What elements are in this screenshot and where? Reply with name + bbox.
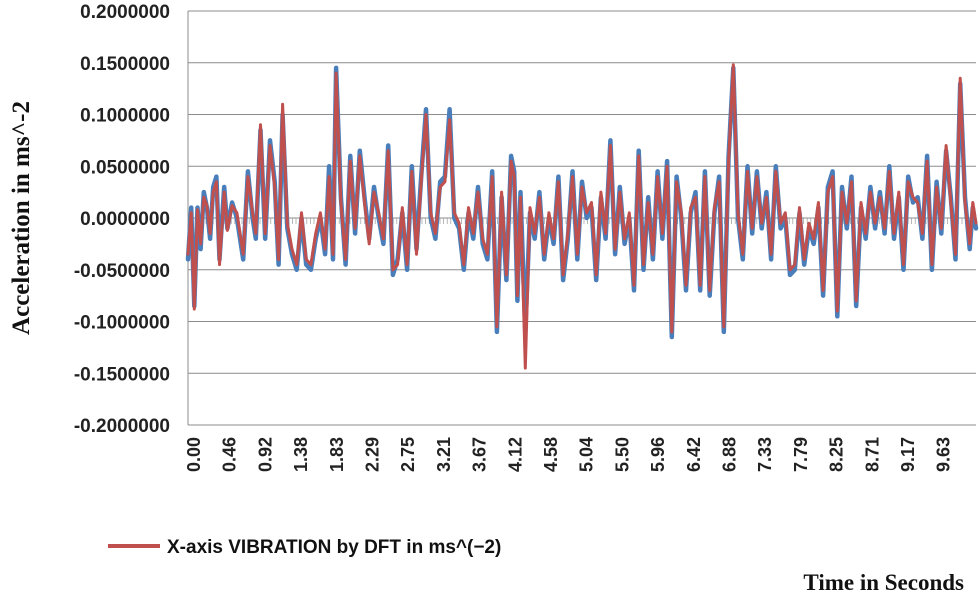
series-lines	[185, 63, 979, 370]
series-dft-line	[186, 63, 978, 370]
x-tick-label: 1.83	[327, 437, 347, 472]
x-tick-label: 9.63	[934, 437, 954, 472]
x-tick-label: 0.46	[220, 437, 240, 472]
x-tick-label: 5.04	[577, 437, 597, 472]
x-tick-label: 4.58	[541, 437, 561, 472]
x-tick-label: 6.88	[720, 437, 740, 472]
x-tick-label: 0.00	[184, 437, 204, 472]
y-tick-label: -0.0500000	[74, 261, 170, 282]
y-axis-label: Acceleration in ms^-2	[8, 101, 35, 335]
x-tick-label: 3.67	[470, 437, 490, 472]
y-tick-label: 0.1500000	[80, 54, 170, 75]
x-tick-label: 9.17	[898, 437, 918, 472]
x-tick-label: 6.42	[684, 437, 704, 472]
x-tick-label: 2.29	[363, 437, 383, 472]
y-tick-label: -0.1500000	[74, 364, 170, 385]
legend-label: X-axis VIBRATION by DFT in ms^(−2)	[167, 537, 501, 558]
x-axis-label: Time in Seconds	[803, 570, 964, 594]
legend: X-axis VIBRATION by DFT in ms^(−2)	[108, 537, 501, 558]
x-tick-label: 7.33	[755, 437, 775, 472]
x-tick-label: 3.21	[434, 437, 454, 472]
x-tick-label: 5.50	[612, 437, 632, 472]
y-tick-label: -0.1000000	[74, 313, 170, 334]
x-tick-label: 7.79	[791, 437, 811, 472]
y-tick-label: 0.2000000	[80, 2, 170, 23]
y-tick-label: 0.1000000	[80, 106, 170, 127]
x-tick-label: 8.25	[827, 437, 847, 472]
x-tick-label: 1.38	[291, 437, 311, 472]
x-tick-label: 2.75	[398, 437, 418, 472]
y-tick-label: 0.0500000	[80, 157, 170, 178]
x-tick-label: 4.12	[505, 437, 525, 472]
x-tick-labels: 0.00 0.46 0.92 1.38 1.83 2.29 2.75 3.21 3.67 4.12…	[184, 437, 954, 472]
y-tick-label: 0.0000000	[80, 209, 170, 230]
x-tick-label: 5.96	[648, 437, 668, 472]
y-tick-labels: 0.2000000 0.1500000 0.1000000 0.0500000 0.00…	[74, 2, 170, 437]
y-tick-label: -0.2000000	[74, 416, 170, 437]
x-tick-label: 8.71	[862, 437, 882, 472]
x-tick-label: 0.92	[255, 437, 275, 472]
